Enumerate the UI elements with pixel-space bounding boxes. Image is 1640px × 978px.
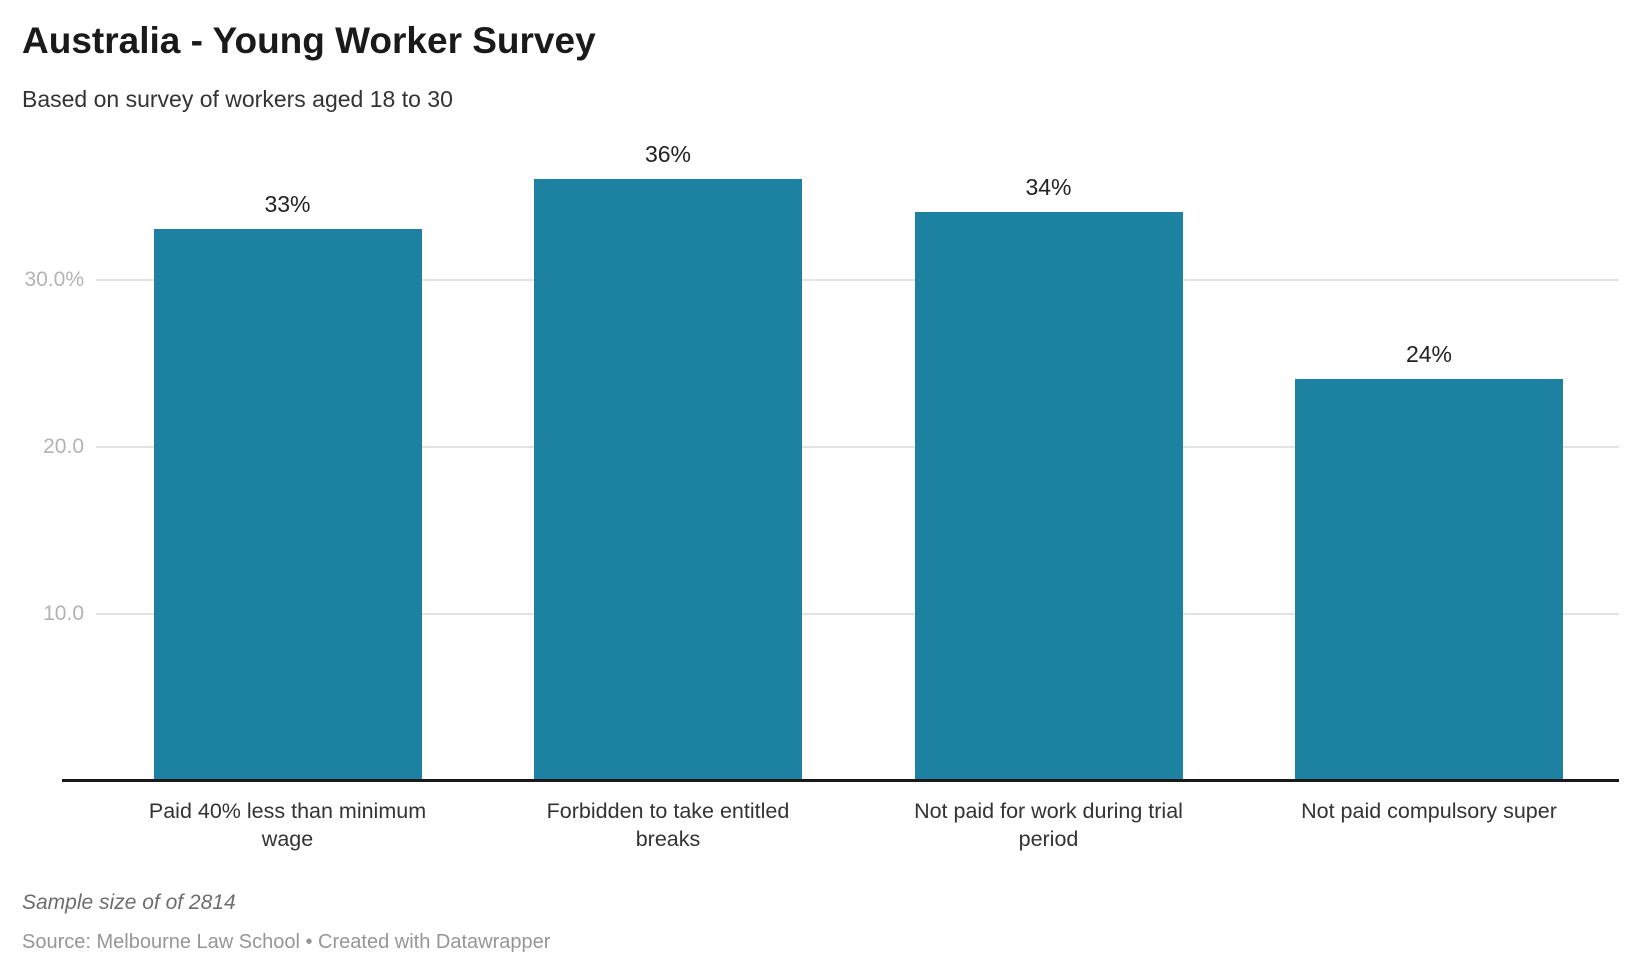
sample-size-note: Sample size of of 2814 — [22, 891, 236, 914]
x-axis-line — [62, 779, 1619, 782]
category-label-line: Paid 40% less than minimum — [148, 799, 427, 823]
value-label-1: 36% — [644, 141, 692, 167]
page-title: Australia - Young Worker Survey — [22, 20, 596, 61]
bar-0 — [153, 229, 422, 780]
y-tick-label-30: 30.0% — [24, 268, 84, 291]
y-tick-label-10: 10.0 — [43, 602, 84, 625]
gridline-30 — [96, 279, 1619, 281]
bar-3 — [1295, 379, 1563, 780]
gridline-10 — [96, 613, 1619, 615]
gridline-20 — [96, 446, 1619, 448]
value-label-3: 24% — [1405, 341, 1453, 367]
category-label-line: Forbidden to take entitled — [546, 799, 790, 823]
category-label-line: period — [1018, 827, 1079, 851]
bar-1 — [534, 179, 802, 780]
bar-2 — [914, 212, 1183, 780]
source-attribution: Source: Melbourne Law School • Created w… — [22, 931, 551, 953]
category-label-line: Not paid for work during trial — [914, 799, 1183, 823]
category-label-line: Not paid compulsory super — [1301, 799, 1557, 823]
value-label-2: 34% — [1025, 174, 1072, 200]
category-label-2: Not paid for work during trial period — [869, 797, 1229, 853]
category-label-0: Paid 40% less than minimum wage — [108, 797, 468, 853]
category-label-3: Not paid compulsory super — [1249, 797, 1609, 825]
value-label-0: 33% — [264, 191, 311, 217]
category-label-line: wage — [261, 827, 314, 851]
chart-subtitle: Based on survey of workers aged 18 to 30 — [22, 86, 453, 112]
y-tick-label-20: 20.0 — [43, 435, 84, 458]
category-label-1: Forbidden to take entitled breaks — [488, 797, 848, 853]
category-label-line: breaks — [635, 827, 701, 851]
plot-area: 10.0 20.0 30.0% 33% 36% 34% 24% — [0, 130, 1640, 782]
